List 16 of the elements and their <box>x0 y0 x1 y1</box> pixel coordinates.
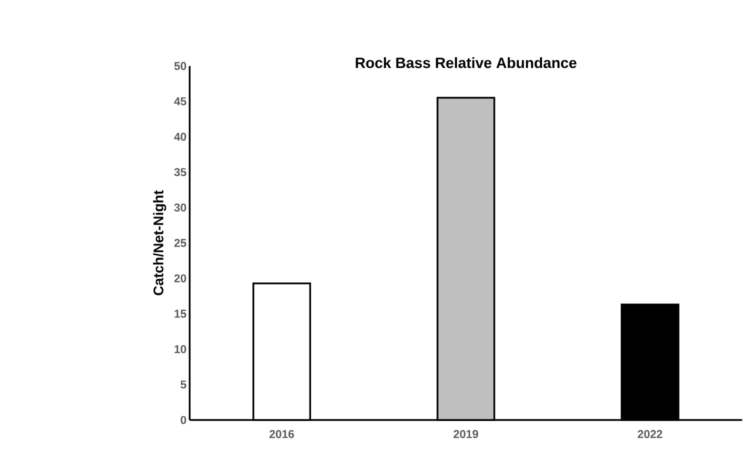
y-tick-label: 5 <box>180 380 186 389</box>
y-tick-label: 50 <box>174 62 186 70</box>
y-tick-label: 45 <box>174 97 186 106</box>
x-tick-label: 2016 <box>270 430 294 438</box>
x-tick-label: 2022 <box>638 430 662 438</box>
y-tick-label: 40 <box>174 132 186 141</box>
y-tick-label: 35 <box>174 168 186 176</box>
y-tick-label: 0 <box>180 416 186 424</box>
y-tick-label: 25 <box>174 238 186 248</box>
y-tick-label: 10 <box>174 345 186 354</box>
y-tick-label: 15 <box>174 310 186 318</box>
y-tick-label: 30 <box>174 204 186 212</box>
y-tick-label: 20 <box>174 274 186 282</box>
x-tick-label: 2019 <box>454 430 478 438</box>
chart-title: Rock Bass Relative Abundance <box>356 57 576 68</box>
y-axis-title: Catch/Net-Night <box>153 190 166 296</box>
